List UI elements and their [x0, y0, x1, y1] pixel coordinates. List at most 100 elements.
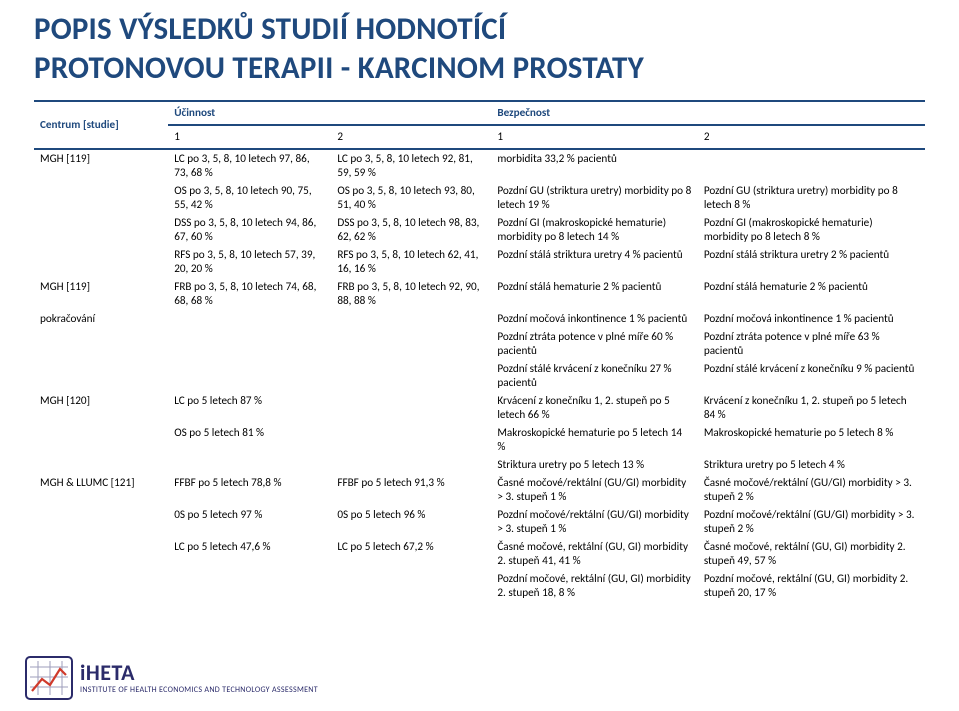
- cell-center: MGH [119]: [34, 278, 168, 310]
- cell-saf-2: Pozdní močová inkontinence 1 % pacientů: [698, 310, 925, 328]
- cell-eff-1: [168, 310, 331, 328]
- cell-eff-1: 0S po 5 letech 97 %: [168, 506, 331, 538]
- cell-saf-1: Časné močové/rektální (GU/GI) morbidity …: [491, 474, 697, 506]
- table-row: Striktura uretry po 5 letech 13 %Striktu…: [34, 456, 925, 474]
- table-row: pokračováníPozdní močová inkontinence 1 …: [34, 310, 925, 328]
- table-body: MGH [119]LC po 3, 5, 8, 10 letech 97, 86…: [34, 149, 925, 602]
- cell-center: [34, 538, 168, 570]
- cell-eff-1: LC po 5 letech 87 %: [168, 392, 331, 424]
- cell-eff-2: FFBF po 5 letech 91,3 %: [331, 474, 491, 506]
- table-row: 0S po 5 letech 97 %0S po 5 letech 96 % Po…: [34, 506, 925, 538]
- title-line-2b: - K: [334, 49, 375, 87]
- cell-eff-2: [331, 570, 491, 602]
- table-row: OS po 3, 5, 8, 10 letech 90, 75, 55, 42 …: [34, 182, 925, 214]
- table-row: Pozdní stálé krvácení z konečníku 27 % p…: [34, 360, 925, 392]
- cell-center: MGH [119]: [34, 149, 168, 182]
- cell-eff-2: RFS po 3, 5, 8, 10 letech 62, 41, 16, 16…: [331, 246, 491, 278]
- cell-saf-1: Pozdní močová inkontinence 1 % pacientů: [491, 310, 697, 328]
- col-header-sub-saf-2: 2: [698, 125, 925, 149]
- cell-saf-1: Časné močové, rektální (GU, GI) morbidit…: [491, 538, 697, 570]
- cell-saf-1: Pozdní stálá hematurie 2 % pacientů: [491, 278, 697, 310]
- col-header-sub-eff-1: 1: [168, 125, 331, 149]
- cell-center: [34, 360, 168, 392]
- logo-name: iHETA: [80, 662, 318, 684]
- cell-eff-2: FRB po 3, 5, 8, 10 letech 92, 90, 88, 88…: [331, 278, 491, 310]
- cell-eff-1: FRB po 3, 5, 8, 10 letech 74, 68, 68, 68…: [168, 278, 331, 310]
- cell-saf-2: Časné močové, rektální (GU, GI) morbidit…: [698, 538, 925, 570]
- cell-eff-2: [331, 392, 491, 424]
- title-line-1: POPIS VÝSLEDKŮ STUDIÍ HODNOTÍCÍ: [34, 10, 506, 48]
- table-row: Pozdní ztráta potence v plné míře 60 % p…: [34, 328, 925, 360]
- cell-saf-1: Pozdní stálá striktura uretry 4 % pacien…: [491, 246, 697, 278]
- cell-center: MGH & LLUMC [121]: [34, 474, 168, 506]
- cell-eff-2: OS po 3, 5, 8, 10 letech 93, 80, 51, 40 …: [331, 182, 491, 214]
- table-row: DSS po 3, 5, 8, 10 letech 94, 86, 67, 60…: [34, 214, 925, 246]
- cell-saf-2: Pozdní močové/rektální (GU/GI) morbidity…: [698, 506, 925, 538]
- cell-saf-1: Pozdní močové, rektální (GU, GI) morbidi…: [491, 570, 697, 602]
- cell-eff-2: 0S po 5 letech 96 %: [331, 506, 491, 538]
- cell-saf-2: [698, 149, 925, 182]
- cell-saf-2: Pozdní stálé krvácení z konečníku 9 % pa…: [698, 360, 925, 392]
- table-row: MGH [120]LC po 5 letech 87 % Krvácení z k…: [34, 392, 925, 424]
- logo-icon: [24, 655, 74, 701]
- cell-eff-1: RFS po 3, 5, 8, 10 letech 57, 39, 20, 20…: [168, 246, 331, 278]
- title-line-2a: PROTONOVOU TERAPII: [34, 49, 334, 87]
- cell-saf-1: Krvácení z konečníku 1, 2. stupeň po 5 l…: [491, 392, 697, 424]
- table-row: LC po 5 letech 47,6 %LC po 5 letech 67,2…: [34, 538, 925, 570]
- cell-saf-2: Pozdní stálá striktura uretry 2 % pacien…: [698, 246, 925, 278]
- cell-eff-1: [168, 456, 331, 474]
- table-row: RFS po 3, 5, 8, 10 letech 57, 39, 20, 20…: [34, 246, 925, 278]
- results-table: Centrum [studie] Účinnost Bezpečnost 1 2…: [34, 100, 925, 602]
- cell-saf-1: Pozdní ztráta potence v plné míře 60 % p…: [491, 328, 697, 360]
- cell-saf-2: Pozdní stálá hematurie 2 % pacientů: [698, 278, 925, 310]
- col-header-safety: Bezpečnost: [491, 101, 925, 125]
- cell-eff-1: [168, 360, 331, 392]
- cell-saf-2: Makroskopické hematurie po 5 letech 8 %: [698, 424, 925, 456]
- table-row: OS po 5 letech 81 % Makroskopické hematur…: [34, 424, 925, 456]
- cell-center: MGH [120]: [34, 392, 168, 424]
- cell-saf-2: Pozdní ztráta potence v plné míře 63 % p…: [698, 328, 925, 360]
- page-title: POPIS VÝSLEDKŮ STUDIÍ HODNOTÍCÍ PROTONOV…: [34, 10, 925, 88]
- cell-eff-1: OS po 5 letech 81 %: [168, 424, 331, 456]
- cell-saf-1: Pozdní GU (striktura uretry) morbidity p…: [491, 182, 697, 214]
- cell-center: [34, 456, 168, 474]
- cell-saf-2: Krvácení z konečníku 1, 2. stupeň po 5 l…: [698, 392, 925, 424]
- cell-eff-2: LC po 5 letech 67,2 %: [331, 538, 491, 570]
- cell-saf-2: Striktura uretry po 5 letech 4 %: [698, 456, 925, 474]
- cell-center: [34, 506, 168, 538]
- cell-eff-1: [168, 570, 331, 602]
- table-row: MGH & LLUMC [121]FFBF po 5 letech 78,8 %…: [34, 474, 925, 506]
- cell-saf-1: Striktura uretry po 5 letech 13 %: [491, 456, 697, 474]
- table-row: MGH [119]FRB po 3, 5, 8, 10 letech 74, 6…: [34, 278, 925, 310]
- cell-saf-2: Pozdní močové, rektální (GU, GI) morbidi…: [698, 570, 925, 602]
- table-row: Pozdní močové, rektální (GU, GI) morbidi…: [34, 570, 925, 602]
- cell-eff-1: FFBF po 5 letech 78,8 %: [168, 474, 331, 506]
- cell-center: [34, 570, 168, 602]
- cell-saf-1: Pozdní GI (makroskopické hematurie) morb…: [491, 214, 697, 246]
- cell-center: [34, 214, 168, 246]
- cell-eff-2: LC po 3, 5, 8, 10 letech 92, 81, 59, 59 …: [331, 149, 491, 182]
- cell-eff-2: [331, 424, 491, 456]
- cell-saf-2: Pozdní GU (striktura uretry) morbidity p…: [698, 182, 925, 214]
- cell-saf-1: Pozdní stálé krvácení z konečníku 27 % p…: [491, 360, 697, 392]
- cell-saf-1: morbidita 33,2 % pacientů: [491, 149, 697, 182]
- cell-saf-2: Časné močové/rektální (GU/GI) morbidity …: [698, 474, 925, 506]
- cell-center: [34, 424, 168, 456]
- cell-eff-1: DSS po 3, 5, 8, 10 letech 94, 86, 67, 60…: [168, 214, 331, 246]
- cell-saf-1: Makroskopické hematurie po 5 letech 14 %: [491, 424, 697, 456]
- cell-center: [34, 246, 168, 278]
- cell-center: [34, 328, 168, 360]
- col-header-efficacy: Účinnost: [168, 101, 491, 125]
- cell-eff-2: [331, 360, 491, 392]
- cell-center: [34, 182, 168, 214]
- cell-eff-2: DSS po 3, 5, 8, 10 letech 98, 83, 62, 62…: [331, 214, 491, 246]
- cell-eff-2: [331, 456, 491, 474]
- logo-subtitle: INSTITUTE OF HEALTH ECONOMICS AND TECHNO…: [80, 686, 318, 694]
- col-header-sub-eff-2: 2: [331, 125, 491, 149]
- cell-eff-2: [331, 310, 491, 328]
- cell-saf-2: Pozdní GI (makroskopické hematurie) morb…: [698, 214, 925, 246]
- col-header-center: Centrum [studie]: [34, 101, 168, 149]
- table-row: MGH [119]LC po 3, 5, 8, 10 letech 97, 86…: [34, 149, 925, 182]
- cell-eff-1: LC po 5 letech 47,6 %: [168, 538, 331, 570]
- cell-eff-1: [168, 328, 331, 360]
